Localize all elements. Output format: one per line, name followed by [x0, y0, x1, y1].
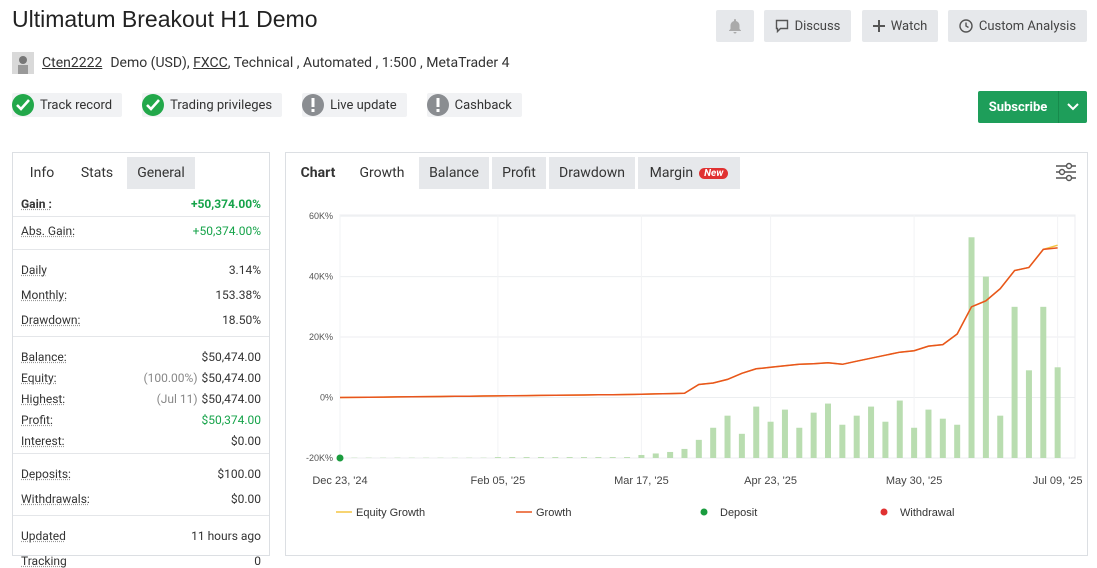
bar — [567, 457, 573, 458]
bar — [509, 457, 515, 458]
bar — [710, 428, 716, 458]
bar — [796, 428, 802, 458]
bar — [825, 404, 831, 458]
bar — [524, 457, 530, 458]
bar — [897, 401, 903, 458]
bar — [969, 237, 975, 458]
x-tick-label: Dec 23, '24 — [312, 475, 367, 487]
x-tick-label: May 30, '25 — [886, 475, 943, 487]
bar — [538, 457, 544, 458]
bar — [595, 457, 601, 458]
bar — [1026, 370, 1032, 458]
legend-label: Growth — [536, 507, 571, 519]
bar — [1040, 307, 1046, 458]
bar — [1055, 367, 1061, 458]
line — [340, 248, 1058, 398]
bar — [811, 413, 817, 458]
bar — [839, 425, 845, 458]
bar — [868, 407, 874, 458]
bar — [925, 410, 931, 458]
bar — [725, 416, 731, 458]
y-tick-label: 40K% — [309, 272, 333, 282]
y-tick-label: 20K% — [309, 332, 333, 342]
x-tick-label: Jul 09, '25 — [1033, 475, 1083, 487]
bar — [638, 455, 644, 458]
bar — [552, 457, 558, 458]
bar — [940, 419, 946, 458]
legend-label: Deposit — [720, 507, 757, 519]
legend-label: Equity Growth — [356, 507, 425, 519]
bar — [983, 277, 989, 458]
legend-swatch — [701, 509, 708, 516]
bar — [681, 449, 687, 458]
line — [340, 245, 1058, 397]
x-tick-label: Mar 17, '25 — [614, 475, 669, 487]
bar — [653, 453, 659, 458]
bar — [768, 422, 774, 458]
bar — [954, 425, 960, 458]
legend-swatch — [881, 509, 888, 516]
bar — [624, 457, 630, 458]
x-tick-label: Feb 05, '25 — [471, 475, 526, 487]
bar — [854, 416, 860, 458]
bar — [696, 440, 702, 458]
x-tick-label: Apr 23, '25 — [744, 475, 797, 487]
bar — [997, 416, 1003, 458]
bar — [1012, 307, 1018, 458]
bar — [782, 410, 788, 458]
y-tick-label: -20K% — [306, 453, 333, 463]
bar — [911, 428, 917, 458]
bar — [610, 457, 616, 458]
bar — [667, 452, 673, 458]
marker — [337, 455, 344, 462]
plot-frame — [340, 215, 1075, 458]
y-tick-label: 0% — [320, 393, 333, 403]
legend-label: Withdrawal — [900, 507, 954, 519]
bar — [753, 407, 759, 458]
y-tick-label: 60K% — [309, 211, 333, 221]
bar — [882, 422, 888, 458]
bar — [581, 457, 587, 458]
bar — [739, 434, 745, 458]
bar — [495, 457, 501, 458]
